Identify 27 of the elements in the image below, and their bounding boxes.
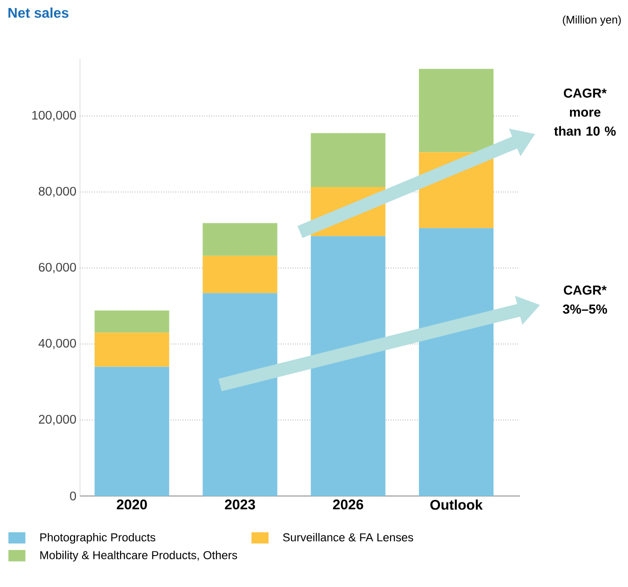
y-tick-label: 60,000 xyxy=(38,262,76,274)
bar xyxy=(202,223,278,256)
y-tick-label: 0 xyxy=(70,492,76,500)
x-tick-label: 2023 xyxy=(224,500,256,510)
bar xyxy=(418,228,494,496)
bar xyxy=(202,293,278,496)
legend-label: Photographic Products xyxy=(40,532,156,544)
y-tick-label: 100,000 xyxy=(32,110,76,122)
bar xyxy=(94,366,170,496)
text: (Million yen) xyxy=(562,16,621,26)
text: CAGR* 3%–5% xyxy=(562,286,608,314)
bar xyxy=(418,68,494,152)
chart-title: Net sales xyxy=(8,8,68,18)
bar xyxy=(94,310,170,333)
bar xyxy=(94,332,170,367)
x-tick-label: Outlook xyxy=(430,500,483,510)
text: CAGR* more than 10 % xyxy=(554,88,616,136)
y-tick-label: 40,000 xyxy=(38,338,76,350)
bar xyxy=(202,256,278,294)
legend-label: Mobility & Healthcare Products, Others xyxy=(40,550,238,562)
x-tick-label: 2026 xyxy=(333,500,364,510)
x-tick-label: 2020 xyxy=(116,500,147,510)
y-tick-label: 20,000 xyxy=(38,414,76,426)
legend-label: Surveillance & FA Lenses xyxy=(283,532,414,542)
y-tick-label: 80,000 xyxy=(38,186,76,198)
bar xyxy=(310,133,386,188)
bar xyxy=(310,236,386,496)
